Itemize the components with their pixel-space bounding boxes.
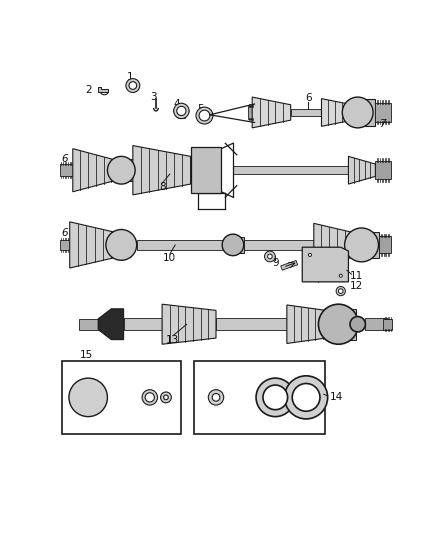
Circle shape bbox=[161, 392, 171, 403]
Polygon shape bbox=[98, 309, 124, 340]
Polygon shape bbox=[133, 146, 191, 195]
Polygon shape bbox=[281, 261, 297, 270]
Polygon shape bbox=[73, 149, 119, 192]
Text: 3: 3 bbox=[150, 92, 157, 102]
Polygon shape bbox=[379, 237, 391, 253]
Circle shape bbox=[336, 287, 346, 296]
Circle shape bbox=[306, 251, 314, 259]
Circle shape bbox=[339, 289, 343, 294]
Circle shape bbox=[337, 272, 345, 280]
Text: 15: 15 bbox=[80, 350, 93, 360]
Circle shape bbox=[106, 230, 137, 260]
Circle shape bbox=[199, 110, 210, 121]
Polygon shape bbox=[121, 159, 133, 181]
Circle shape bbox=[318, 304, 358, 344]
Polygon shape bbox=[287, 305, 337, 343]
Circle shape bbox=[212, 393, 220, 401]
Ellipse shape bbox=[232, 383, 249, 412]
Circle shape bbox=[107, 156, 135, 184]
Circle shape bbox=[263, 385, 288, 410]
Text: 8: 8 bbox=[159, 182, 166, 192]
Ellipse shape bbox=[120, 391, 127, 405]
Polygon shape bbox=[375, 103, 391, 122]
Polygon shape bbox=[60, 239, 70, 251]
Circle shape bbox=[342, 97, 373, 128]
Polygon shape bbox=[124, 318, 162, 330]
Polygon shape bbox=[365, 318, 387, 330]
Circle shape bbox=[350, 317, 365, 332]
Text: 1: 1 bbox=[127, 72, 134, 82]
Text: 9: 9 bbox=[272, 257, 279, 268]
Ellipse shape bbox=[236, 389, 245, 406]
Ellipse shape bbox=[117, 385, 131, 410]
Circle shape bbox=[164, 395, 168, 400]
Polygon shape bbox=[291, 109, 321, 116]
Text: 7: 7 bbox=[379, 119, 385, 129]
Text: 10: 10 bbox=[163, 253, 177, 263]
Polygon shape bbox=[233, 237, 244, 253]
Polygon shape bbox=[248, 106, 254, 119]
Polygon shape bbox=[302, 247, 349, 282]
Polygon shape bbox=[252, 97, 291, 128]
Polygon shape bbox=[79, 319, 98, 329]
Polygon shape bbox=[358, 99, 375, 126]
Circle shape bbox=[173, 103, 189, 119]
Polygon shape bbox=[314, 223, 360, 266]
Polygon shape bbox=[383, 319, 392, 329]
Circle shape bbox=[268, 254, 272, 259]
Polygon shape bbox=[361, 232, 379, 258]
Circle shape bbox=[308, 253, 311, 256]
Circle shape bbox=[196, 107, 213, 124]
Circle shape bbox=[222, 234, 244, 256]
Circle shape bbox=[73, 382, 103, 413]
Polygon shape bbox=[375, 161, 391, 180]
Circle shape bbox=[129, 82, 137, 90]
Circle shape bbox=[285, 376, 328, 419]
Circle shape bbox=[142, 390, 158, 405]
Circle shape bbox=[208, 390, 224, 405]
Bar bbox=[100, 421, 124, 426]
Text: 6: 6 bbox=[305, 93, 312, 103]
Bar bbox=[262, 421, 289, 426]
Circle shape bbox=[145, 393, 155, 402]
Circle shape bbox=[339, 274, 342, 277]
Polygon shape bbox=[191, 147, 221, 193]
Circle shape bbox=[126, 78, 140, 92]
Polygon shape bbox=[339, 309, 356, 340]
Text: 6: 6 bbox=[62, 228, 68, 238]
Bar bbox=[194, 361, 325, 434]
Polygon shape bbox=[162, 304, 216, 344]
Circle shape bbox=[177, 106, 186, 116]
Text: 12: 12 bbox=[350, 281, 363, 292]
Polygon shape bbox=[321, 99, 356, 126]
Circle shape bbox=[78, 386, 99, 408]
Text: 6: 6 bbox=[62, 154, 68, 164]
Ellipse shape bbox=[239, 393, 243, 402]
Circle shape bbox=[69, 378, 107, 417]
Circle shape bbox=[69, 378, 107, 417]
Polygon shape bbox=[349, 156, 375, 184]
Text: 4: 4 bbox=[173, 99, 180, 109]
Text: 14: 14 bbox=[330, 392, 343, 402]
Circle shape bbox=[256, 378, 294, 417]
Circle shape bbox=[265, 251, 276, 262]
Polygon shape bbox=[98, 87, 108, 92]
Text: 11: 11 bbox=[350, 271, 363, 281]
Circle shape bbox=[292, 384, 320, 411]
Bar bbox=[62, 361, 181, 434]
Polygon shape bbox=[244, 240, 314, 249]
Circle shape bbox=[345, 228, 378, 262]
Polygon shape bbox=[70, 222, 120, 268]
Text: 13: 13 bbox=[166, 335, 180, 345]
Polygon shape bbox=[216, 318, 287, 330]
Polygon shape bbox=[137, 240, 229, 249]
Ellipse shape bbox=[113, 379, 134, 416]
Polygon shape bbox=[233, 166, 349, 174]
Text: 5: 5 bbox=[197, 103, 204, 114]
Polygon shape bbox=[60, 164, 73, 176]
Text: 2: 2 bbox=[85, 85, 92, 95]
